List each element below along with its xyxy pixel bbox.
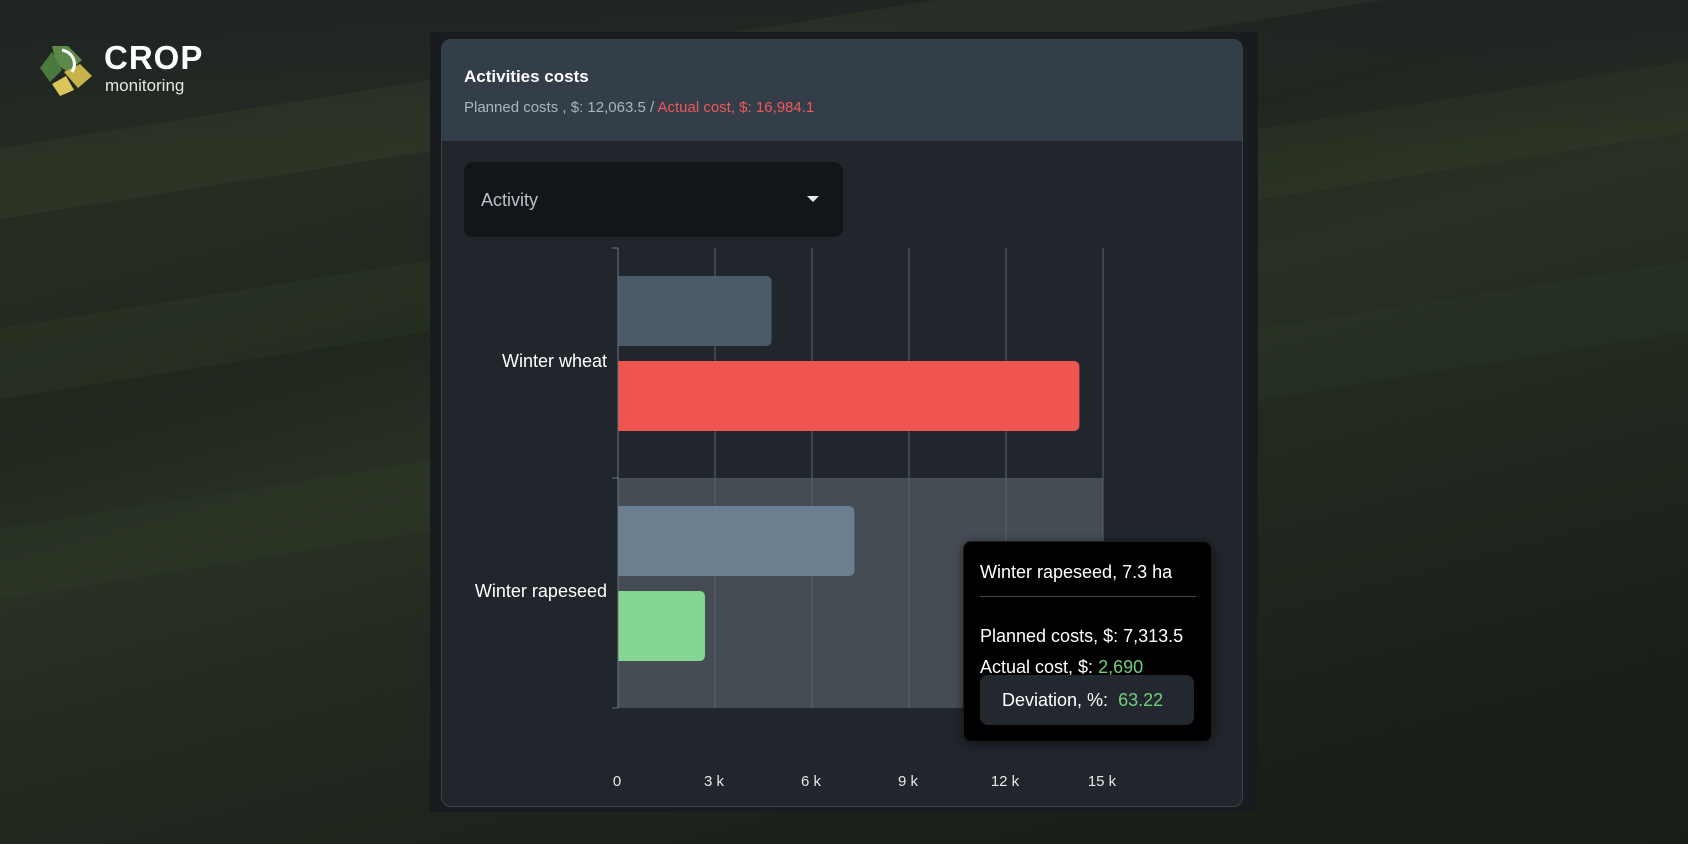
actual-cost-bar xyxy=(618,361,1080,431)
x-tick-label: 6 k xyxy=(800,773,821,790)
tooltip-deviation-box: Deviation, %: 63.22 xyxy=(980,675,1194,725)
brand-logo[interactable]: CROP monitoring xyxy=(38,40,218,96)
category-label: Winter rapeseed xyxy=(474,581,607,601)
tooltip-actual: Actual cost, $: 2,690 xyxy=(980,657,1143,678)
brand-name: CROP xyxy=(104,39,204,76)
tooltip-divider xyxy=(980,596,1196,597)
cost-summary: Planned costs , $: 12,063.5 / Actual cos… xyxy=(464,99,814,116)
chart-tooltip: Winter rapeseed, 7.3 ha Planned costs, $… xyxy=(963,541,1212,742)
caret-down-icon xyxy=(807,196,819,202)
crop-logo-icon xyxy=(40,46,92,96)
x-tick-label: 9 k xyxy=(897,773,918,790)
x-tick-label: 0 xyxy=(612,773,622,790)
activity-select[interactable]: Activity xyxy=(464,162,843,237)
tooltip-actual-value: 2,690 xyxy=(1098,657,1144,677)
x-tick-label: 12 k xyxy=(990,773,1020,790)
card-header: Activities costs Planned costs , $: 12,0… xyxy=(442,40,1242,141)
x-tick-label: 3 k xyxy=(703,773,724,790)
planned-cost-summary: Planned costs , $: 12,063.5 / xyxy=(464,99,658,116)
x-tick-label: 15 k xyxy=(1087,773,1117,790)
activity-select-label: Activity xyxy=(481,190,539,210)
tooltip-planned: Planned costs, $: 7,313.5 xyxy=(980,626,1183,647)
tooltip-deviation-label: Deviation, %: xyxy=(1002,690,1114,710)
tooltip-deviation: Deviation, %: 63.22 xyxy=(1002,690,1163,711)
brand-subtitle: monitoring xyxy=(105,76,185,95)
actual-cost-summary: Actual cost, $: 16,984.1 xyxy=(657,99,815,116)
tooltip-planned-value: 7,313.5 xyxy=(1123,626,1184,646)
activities-costs-card: Activities costs Planned costs , $: 12,0… xyxy=(441,39,1243,807)
planned-cost-bar xyxy=(618,506,855,576)
cost-bar-chart xyxy=(612,247,1104,709)
card-title: Activities costs xyxy=(464,67,589,86)
tooltip-title: Winter rapeseed, 7.3 ha xyxy=(980,562,1173,582)
planned-cost-bar xyxy=(618,276,772,346)
actual-cost-bar xyxy=(618,591,705,661)
tooltip-planned-label: Planned costs, $: xyxy=(980,626,1124,646)
tooltip-deviation-value: 63.22 xyxy=(1118,690,1164,710)
tooltip-actual-label: Actual cost, $: xyxy=(980,657,1099,677)
category-label: Winter wheat xyxy=(501,351,607,371)
